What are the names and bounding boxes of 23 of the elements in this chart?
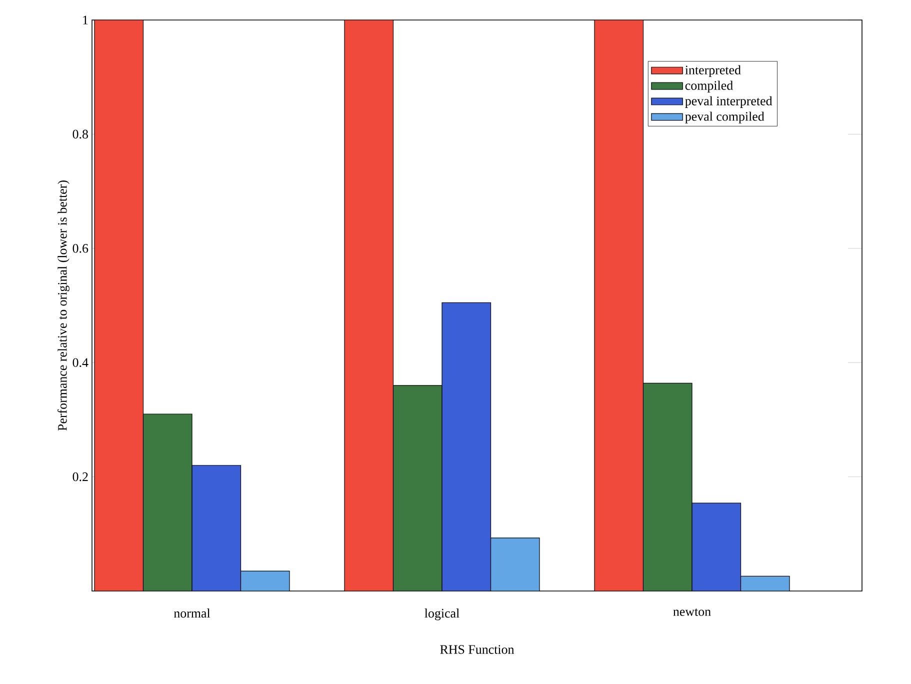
x-axis-title: RHS Function (440, 645, 514, 654)
legend-label: interpreted (685, 65, 741, 78)
bar (192, 465, 242, 591)
y-tick-label: 0.2 (72, 472, 88, 482)
bar (740, 576, 790, 591)
x-tick-label: logical (424, 608, 460, 620)
y-axis-title: Performance relative to original (lower is better) (58, 180, 70, 431)
bar (442, 302, 492, 591)
legend-label: compiled (685, 80, 733, 92)
bar (692, 502, 742, 591)
x-tick-label: newton (673, 608, 711, 616)
y-tick-label: 0.6 (72, 244, 88, 253)
x-tick-label: normal (174, 608, 210, 618)
bar (142, 414, 192, 591)
bar (642, 382, 692, 591)
y-tick-label: 0.8 (72, 130, 88, 139)
y-tick-label: 0.4 (72, 358, 88, 367)
legend-label: peval compiled (685, 112, 764, 124)
bar (240, 570, 290, 591)
legend-label: peval interpreted (685, 96, 772, 108)
y-tick-label: 1 (83, 16, 88, 24)
bar (392, 385, 442, 591)
bar (490, 538, 540, 591)
